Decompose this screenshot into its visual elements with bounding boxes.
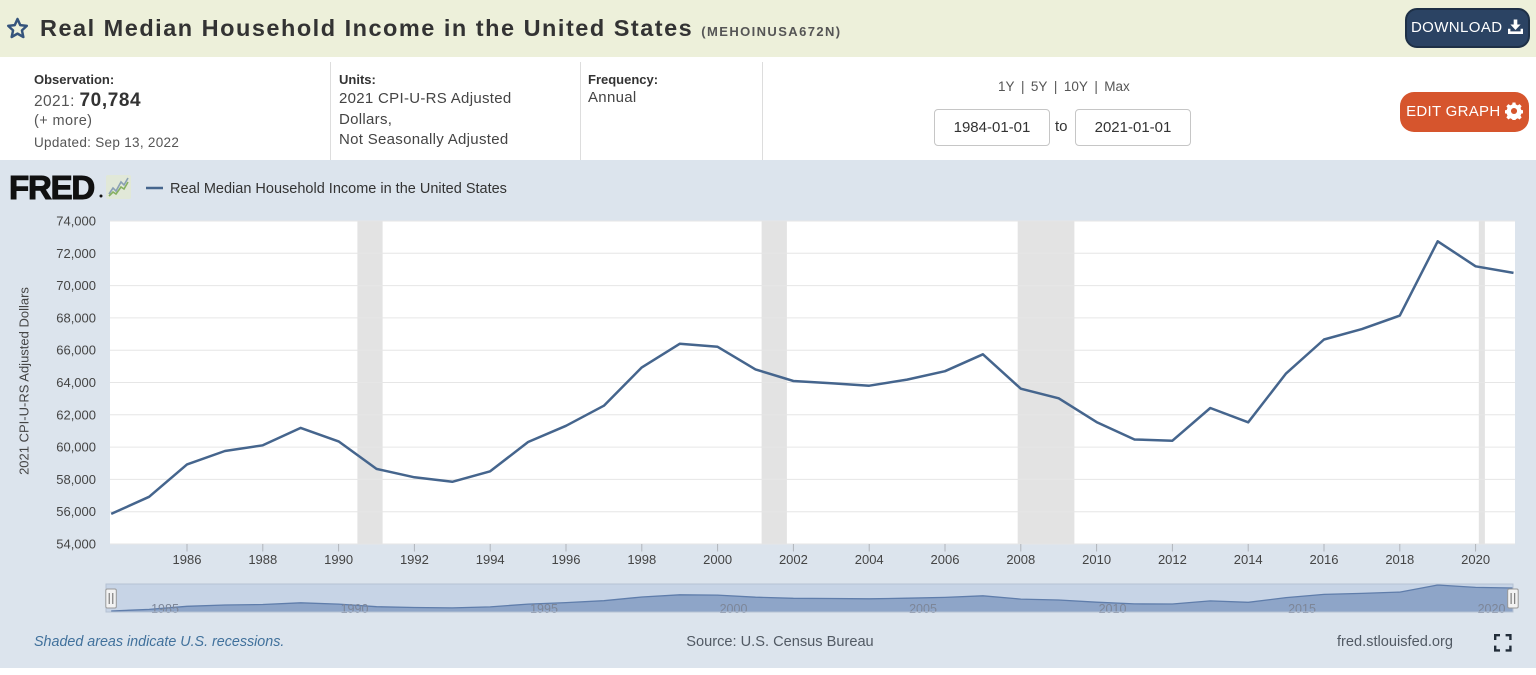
svg-text:1992: 1992: [400, 552, 429, 567]
svg-text:54,000: 54,000: [56, 537, 96, 552]
svg-text:2006: 2006: [931, 552, 960, 567]
svg-text:1985: 1985: [151, 602, 179, 616]
svg-text:60,000: 60,000: [56, 440, 96, 455]
svg-text:1990: 1990: [324, 552, 353, 567]
svg-text:58,000: 58,000: [56, 472, 96, 487]
svg-text:2020: 2020: [1478, 602, 1506, 616]
svg-text:1998: 1998: [627, 552, 656, 567]
svg-text:1990: 1990: [341, 602, 369, 616]
svg-text:1996: 1996: [552, 552, 581, 567]
svg-text:2004: 2004: [855, 552, 884, 567]
svg-text:FRED: FRED: [9, 169, 94, 206]
svg-text:2000: 2000: [720, 602, 748, 616]
svg-text:74,000: 74,000: [56, 214, 96, 229]
svg-text:Source: U.S. Census Bureau: Source: U.S. Census Bureau: [686, 634, 873, 650]
svg-text:2005: 2005: [909, 602, 937, 616]
svg-text:2010: 2010: [1082, 552, 1111, 567]
svg-text:68,000: 68,000: [56, 310, 96, 325]
svg-text:2015: 2015: [1288, 602, 1316, 616]
svg-text:66,000: 66,000: [56, 343, 96, 358]
svg-text:70,000: 70,000: [56, 278, 96, 293]
svg-text:1995: 1995: [530, 602, 558, 616]
svg-text:2020: 2020: [1461, 552, 1490, 567]
svg-text:Real Median Household Income i: Real Median Household Income in the Unit…: [170, 181, 507, 197]
svg-text:2002: 2002: [779, 552, 808, 567]
svg-text:1988: 1988: [248, 552, 277, 567]
svg-text:56,000: 56,000: [56, 504, 96, 519]
svg-text:2010: 2010: [1099, 602, 1127, 616]
svg-text:1994: 1994: [476, 552, 505, 567]
svg-text:2014: 2014: [1234, 552, 1263, 567]
svg-text:72,000: 72,000: [56, 246, 96, 261]
svg-text:Shaded areas indicate U.S. rec: Shaded areas indicate U.S. recessions.: [34, 634, 284, 650]
svg-text:2018: 2018: [1385, 552, 1414, 567]
svg-text:2012: 2012: [1158, 552, 1187, 567]
svg-text:62,000: 62,000: [56, 407, 96, 422]
svg-text:fred.stlouisfed.org: fred.stlouisfed.org: [1337, 634, 1453, 650]
svg-text:2021 CPI-U-RS Adjusted Dollars: 2021 CPI-U-RS Adjusted Dollars: [17, 287, 32, 475]
svg-text:2016: 2016: [1310, 552, 1339, 567]
svg-text:1986: 1986: [173, 552, 202, 567]
svg-text:2008: 2008: [1006, 552, 1035, 567]
svg-text:64,000: 64,000: [56, 375, 96, 390]
svg-text:2000: 2000: [703, 552, 732, 567]
